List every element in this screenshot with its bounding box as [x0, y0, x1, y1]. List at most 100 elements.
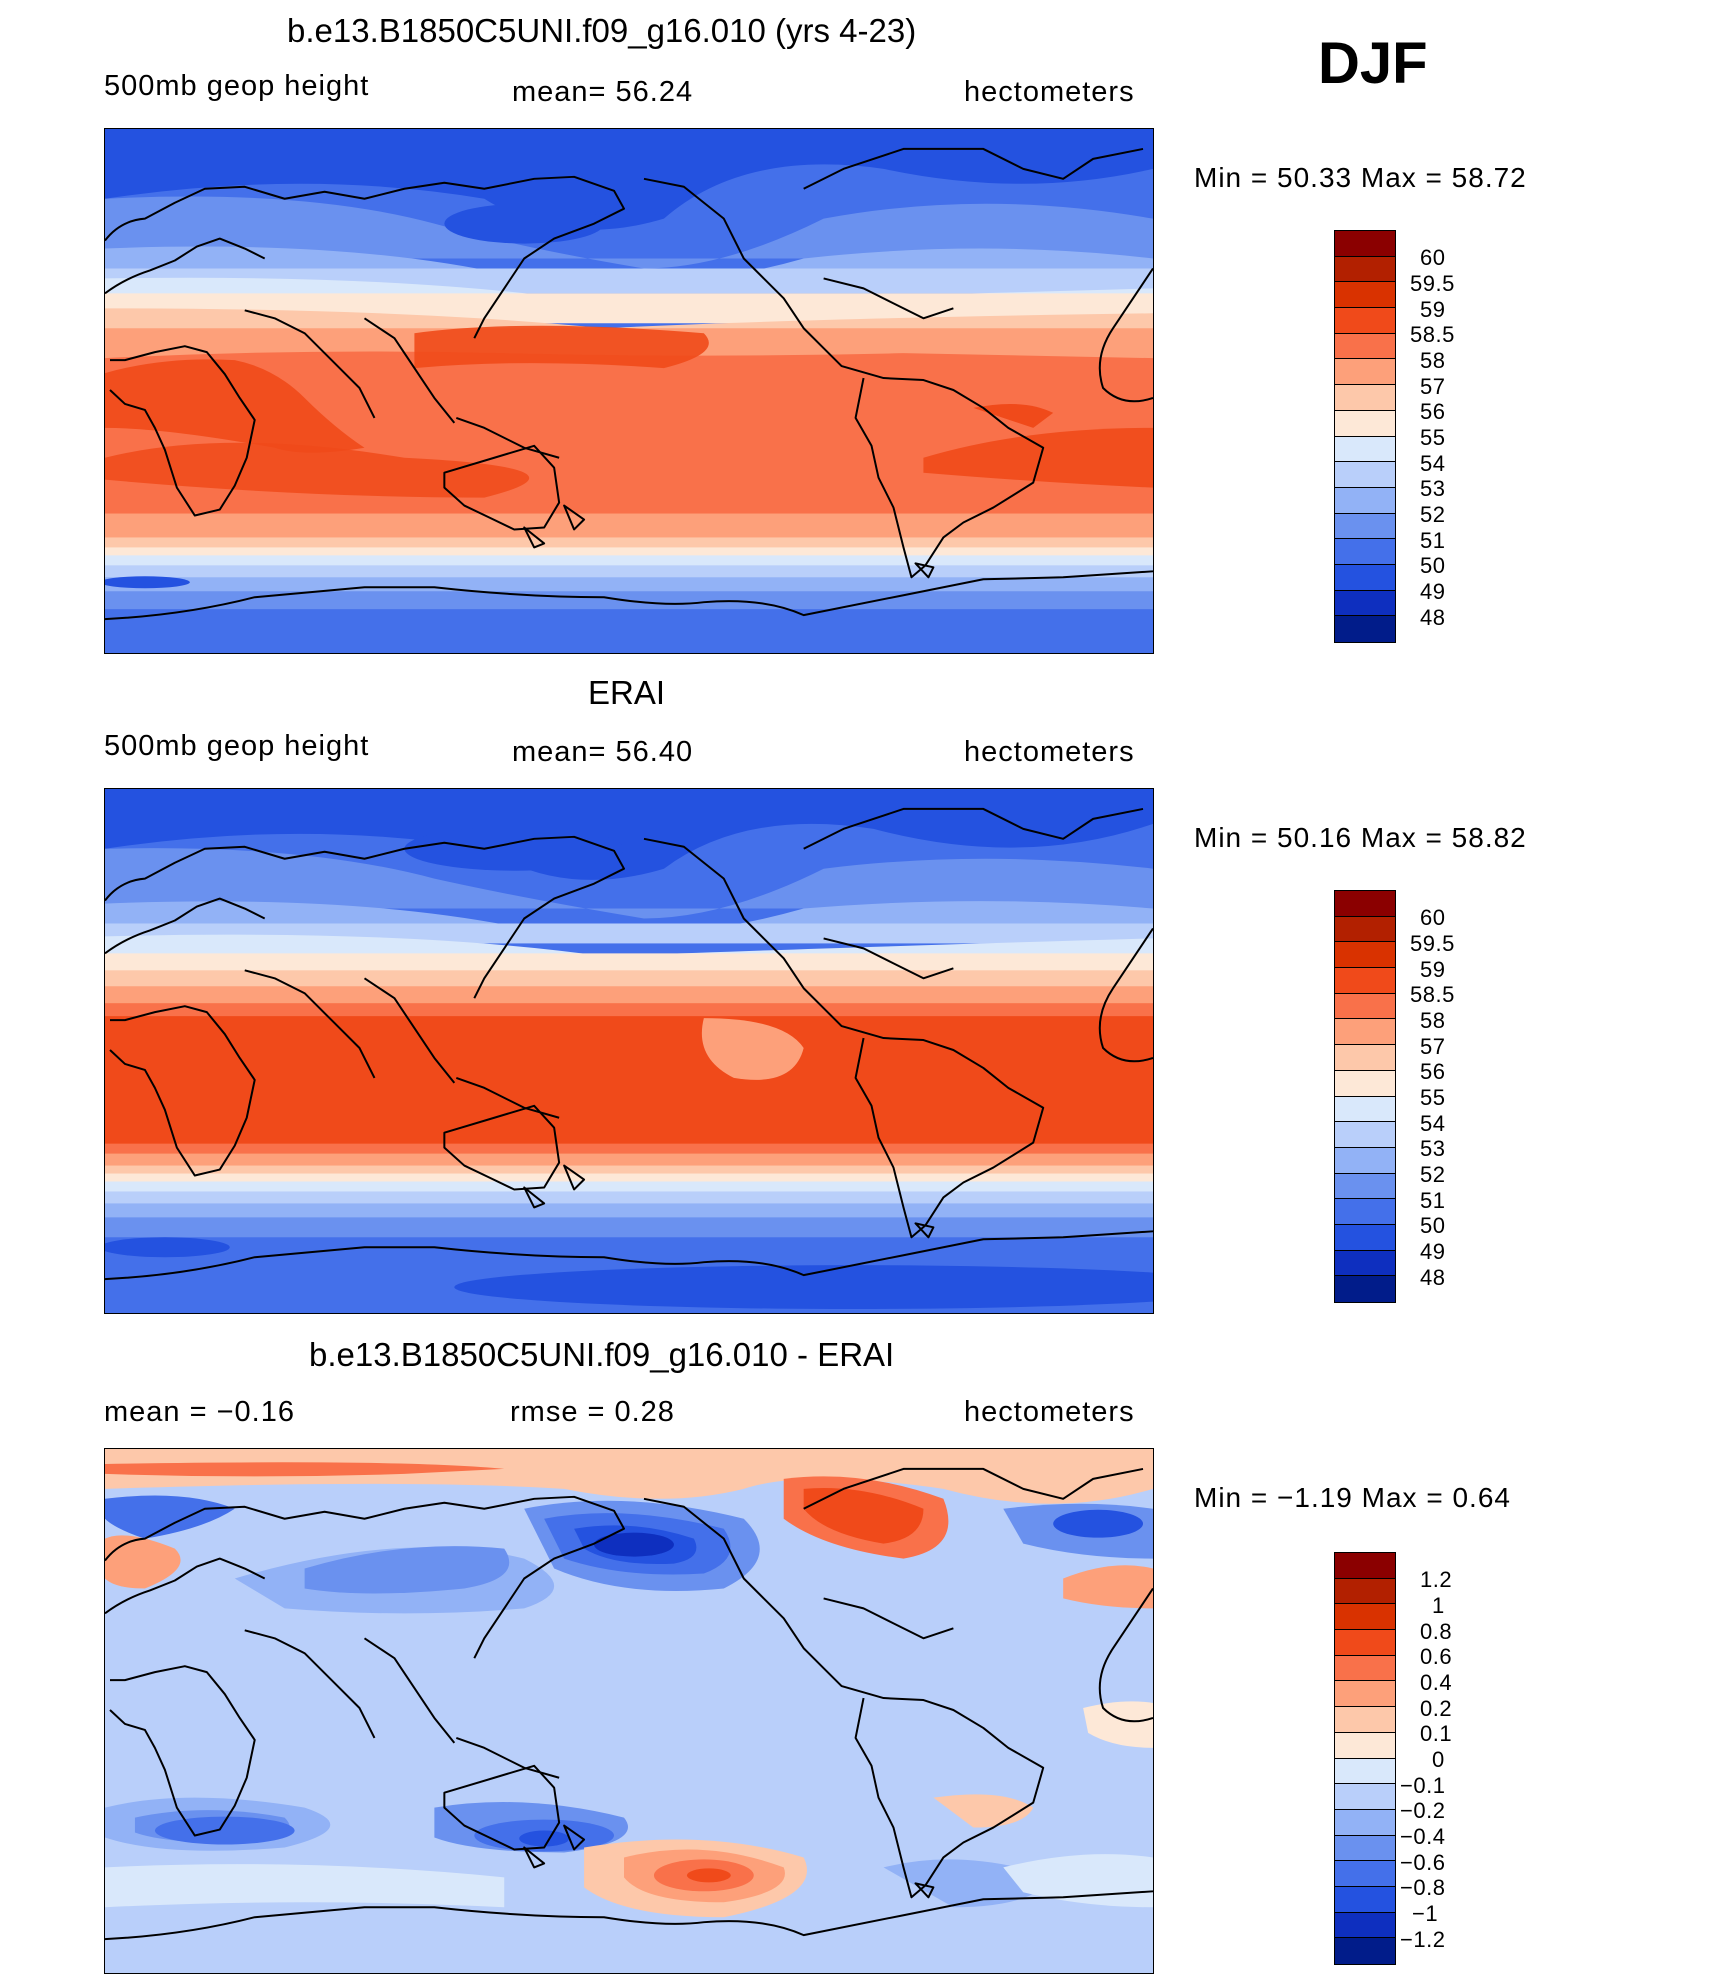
panel1-swatch-8 — [1335, 436, 1395, 463]
panel2-swatch-6 — [1335, 1045, 1395, 1071]
panel3-level-label: 1 — [1432, 1593, 1445, 1618]
panel2-field-label: 500mb geop height — [104, 730, 370, 762]
panel2-swatch-4 — [1335, 993, 1395, 1020]
panel2-swatch-1 — [1335, 916, 1395, 943]
panel3-level-label: −0.4 — [1400, 1824, 1446, 1849]
panel1-swatch-2 — [1335, 282, 1395, 309]
panel2-map — [104, 788, 1154, 1314]
panel1-swatch-15 — [1335, 616, 1395, 642]
panel1-swatch-10 — [1335, 487, 1395, 514]
panel1-swatch-3 — [1335, 308, 1395, 334]
panel2-level-label: 58 — [1420, 1008, 1446, 1033]
panel2-swatch-7 — [1335, 1070, 1395, 1097]
panel1-swatch-11 — [1335, 513, 1395, 540]
panel3-map — [104, 1448, 1154, 1974]
panel2-swatch-0 — [1335, 891, 1395, 917]
panel3-swatch-9 — [1335, 1784, 1395, 1810]
panel2-swatch-8 — [1335, 1096, 1395, 1123]
panel1-swatch-7 — [1335, 410, 1395, 437]
panel1-level-label: 59 — [1420, 297, 1446, 322]
panel1-swatch-13 — [1335, 564, 1395, 591]
panel2-swatch-9 — [1335, 1122, 1395, 1148]
panel2-minmax: Min = 50.16 Max = 58.82 — [1194, 822, 1527, 853]
panel2-level-label: 54 — [1420, 1111, 1446, 1136]
panel3-swatch-1 — [1335, 1578, 1395, 1605]
panel3-swatch-15 — [1335, 1938, 1395, 1964]
panel3-swatch-12 — [1335, 1861, 1395, 1887]
panel2-swatch-14 — [1335, 1250, 1395, 1277]
panel1-swatch-9 — [1335, 462, 1395, 488]
panel3-colorbar — [1334, 1552, 1396, 1965]
panel1-level-label: 54 — [1420, 451, 1446, 476]
panel3-level-label: 0.8 — [1420, 1619, 1453, 1644]
panel2-swatch-11 — [1335, 1173, 1395, 1200]
panel2-title: ERAI — [588, 674, 666, 711]
panel3-level-label: −0.2 — [1400, 1798, 1446, 1823]
panel2-swatch-2 — [1335, 942, 1395, 969]
panel2-level-label: 59.5 — [1410, 931, 1455, 956]
panel2-level-label: 59 — [1420, 957, 1446, 982]
panel1-swatch-12 — [1335, 539, 1395, 565]
panel1-level-label: 58.5 — [1410, 322, 1455, 347]
panel1-level-label: 49 — [1420, 579, 1446, 604]
season-label: DJF — [1318, 31, 1428, 96]
panel2-swatch-15 — [1335, 1276, 1395, 1302]
panel1-title: b.e13.B1850C5UNI.f09_g16.010 (yrs 4-23) — [287, 12, 917, 49]
panel3-level-label: 1.2 — [1420, 1567, 1453, 1592]
panel1-level-label: 52 — [1420, 502, 1446, 527]
panel1-units-label: hectometers — [964, 76, 1135, 108]
panel3-rmse-label: rmse = 0.28 — [510, 1396, 675, 1428]
panel3-swatch-5 — [1335, 1681, 1395, 1708]
panel1-map — [104, 128, 1154, 654]
panel2-level-label: 51 — [1420, 1188, 1446, 1213]
panel3-title: b.e13.B1850C5UNI.f09_g16.010 - ERAI — [309, 1336, 895, 1373]
panel3-swatch-2 — [1335, 1604, 1395, 1631]
panel3-swatch-8 — [1335, 1758, 1395, 1785]
panel2-swatch-10 — [1335, 1147, 1395, 1174]
panel1-level-label: 51 — [1420, 528, 1446, 553]
panel1-swatch-6 — [1335, 385, 1395, 411]
panel1-level-label: 56 — [1420, 399, 1446, 424]
panel1-level-label: 50 — [1420, 553, 1446, 578]
panel3-level-label: −0.8 — [1400, 1875, 1446, 1900]
panel3-swatch-10 — [1335, 1809, 1395, 1836]
panel3-level-label: 0 — [1432, 1747, 1445, 1772]
panel2-swatch-3 — [1335, 968, 1395, 994]
panel2-level-label: 50 — [1420, 1213, 1446, 1238]
panel2-level-label: 60 — [1420, 905, 1446, 930]
panel3-level-label: 0.4 — [1420, 1670, 1453, 1695]
panel3-swatch-6 — [1335, 1707, 1395, 1733]
panel2-level-label: 53 — [1420, 1136, 1446, 1161]
panel3-level-label: −1 — [1412, 1901, 1439, 1926]
panel3-level-label: 0.2 — [1420, 1696, 1453, 1721]
panel2-level-label: 55 — [1420, 1085, 1446, 1110]
panel1-level-label: 58 — [1420, 348, 1446, 373]
panel3-level-label: 0.6 — [1420, 1644, 1453, 1669]
panel3-swatch-7 — [1335, 1732, 1395, 1759]
panel2-level-label: 52 — [1420, 1162, 1446, 1187]
panel3-level-label: 0.1 — [1420, 1721, 1453, 1746]
panel1-swatch-5 — [1335, 359, 1395, 386]
panel1-level-label: 55 — [1420, 425, 1446, 450]
panel1-mean-label: mean= 56.24 — [512, 76, 694, 108]
panel1-level-label: 60 — [1420, 245, 1446, 270]
panel3-swatch-13 — [1335, 1886, 1395, 1913]
panel2-level-label: 58.5 — [1410, 982, 1455, 1007]
panel1-swatch-0 — [1335, 231, 1395, 257]
panel1-level-label: 57 — [1420, 374, 1446, 399]
panel2-mean-label: mean= 56.40 — [512, 736, 694, 768]
panel1-minmax: Min = 50.33 Max = 58.72 — [1194, 162, 1527, 193]
panel3-level-label: −0.1 — [1400, 1773, 1446, 1798]
panel3-swatch-3 — [1335, 1630, 1395, 1656]
panel1-level-label: 53 — [1420, 476, 1446, 501]
panel2-level-label: 57 — [1420, 1034, 1446, 1059]
panel3-swatch-4 — [1335, 1655, 1395, 1682]
panel3-level-label: −0.6 — [1400, 1850, 1446, 1875]
panel3-swatch-11 — [1335, 1835, 1395, 1862]
panel2-level-label: 48 — [1420, 1265, 1446, 1290]
panel3-units-label: hectometers — [964, 1396, 1135, 1428]
panel1-colorbar — [1334, 230, 1396, 643]
panel2-swatch-5 — [1335, 1019, 1395, 1046]
panel3-level-label: −1.2 — [1400, 1927, 1446, 1952]
panel1-level-label: 59.5 — [1410, 271, 1455, 296]
